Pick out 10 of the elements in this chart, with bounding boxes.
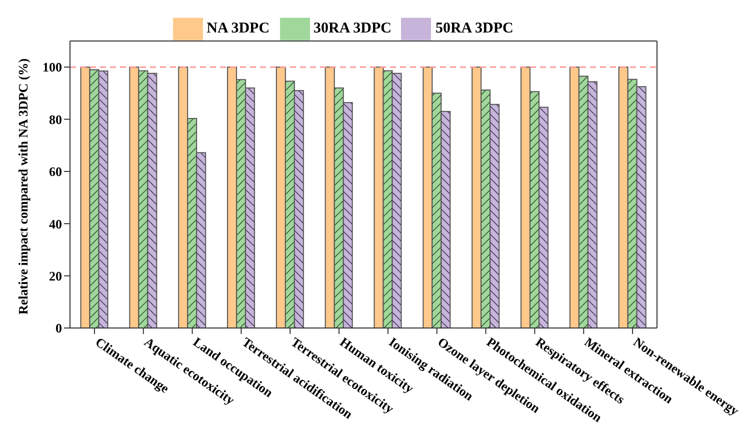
y-tick-label: 80 bbox=[49, 112, 62, 127]
legend-label: 30RA 3DPC bbox=[314, 20, 392, 36]
y-axis-title: Relative impact compared with NA 3DPC (%) bbox=[16, 58, 31, 314]
y-tick-label: 20 bbox=[49, 268, 62, 284]
y-tick-label: 0 bbox=[56, 320, 62, 336]
y-tick-label: 40 bbox=[49, 216, 62, 232]
y-tick-label: 60 bbox=[49, 164, 62, 180]
legend-label: NA 3DPC bbox=[206, 20, 270, 36]
y-tick-label: 100 bbox=[42, 60, 62, 75]
legend-label: 50RA 3DPC bbox=[435, 20, 514, 36]
